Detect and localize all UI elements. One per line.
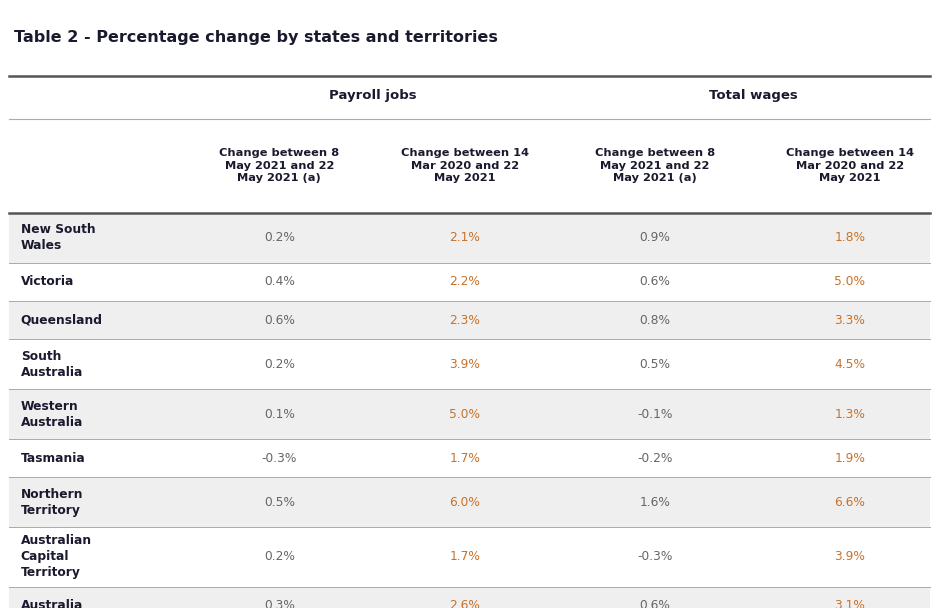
Text: 0.3%: 0.3%: [264, 599, 295, 608]
Text: 0.9%: 0.9%: [639, 231, 670, 244]
Text: 4.5%: 4.5%: [834, 358, 866, 371]
Bar: [9, 439, 930, 477]
Text: Total wages: Total wages: [709, 89, 798, 102]
Text: 3.9%: 3.9%: [450, 358, 480, 371]
Text: Australia: Australia: [21, 599, 83, 608]
Bar: [9, 339, 930, 389]
Text: 0.6%: 0.6%: [639, 275, 670, 288]
Text: Payroll jobs: Payroll jobs: [330, 89, 417, 102]
Text: 2.6%: 2.6%: [450, 599, 480, 608]
Text: 5.0%: 5.0%: [449, 407, 481, 421]
Text: 3.1%: 3.1%: [835, 599, 865, 608]
Text: Australian
Capital
Territory: Australian Capital Territory: [21, 534, 92, 579]
Bar: [9, 301, 930, 339]
Text: 2.1%: 2.1%: [450, 231, 480, 244]
Text: 1.8%: 1.8%: [834, 231, 866, 244]
Text: 1.6%: 1.6%: [639, 496, 670, 509]
Text: Victoria: Victoria: [21, 275, 74, 288]
Bar: [9, 527, 930, 587]
Text: 0.2%: 0.2%: [264, 231, 295, 244]
Text: 1.7%: 1.7%: [450, 452, 480, 465]
Text: 2.2%: 2.2%: [450, 275, 480, 288]
Text: Change between 14
Mar 2020 and 22
May 2021: Change between 14 Mar 2020 and 22 May 20…: [401, 148, 529, 184]
Text: 0.5%: 0.5%: [639, 358, 670, 371]
Text: 1.7%: 1.7%: [450, 550, 480, 564]
Bar: [9, 389, 930, 439]
Text: 0.2%: 0.2%: [264, 358, 295, 371]
Bar: [9, 587, 930, 608]
Text: 0.4%: 0.4%: [264, 275, 295, 288]
Text: Western
Australia: Western Australia: [21, 399, 83, 429]
Text: -0.3%: -0.3%: [262, 452, 297, 465]
Text: 6.6%: 6.6%: [835, 496, 865, 509]
Text: 0.8%: 0.8%: [639, 314, 670, 326]
Bar: [9, 119, 930, 213]
Text: 2.3%: 2.3%: [450, 314, 480, 326]
Text: New South
Wales: New South Wales: [21, 223, 95, 252]
Text: 1.9%: 1.9%: [835, 452, 865, 465]
Text: -0.1%: -0.1%: [638, 407, 672, 421]
Bar: [9, 477, 930, 527]
Text: Table 2 - Percentage change by states and territories: Table 2 - Percentage change by states an…: [14, 30, 498, 45]
Text: 5.0%: 5.0%: [834, 275, 866, 288]
Bar: [9, 9, 930, 76]
Text: 0.5%: 0.5%: [264, 496, 295, 509]
Text: 0.6%: 0.6%: [639, 599, 670, 608]
Text: 0.2%: 0.2%: [264, 550, 295, 564]
Text: Change between 8
May 2021 and 22
May 2021 (a): Change between 8 May 2021 and 22 May 202…: [220, 148, 339, 184]
Text: 3.9%: 3.9%: [835, 550, 865, 564]
Bar: [9, 263, 930, 301]
Text: Change between 8
May 2021 and 22
May 2021 (a): Change between 8 May 2021 and 22 May 202…: [595, 148, 715, 184]
Text: Change between 14
Mar 2020 and 22
May 2021: Change between 14 Mar 2020 and 22 May 20…: [786, 148, 914, 184]
Text: Northern
Territory: Northern Territory: [21, 488, 84, 517]
Text: -0.3%: -0.3%: [638, 550, 672, 564]
Text: Tasmania: Tasmania: [21, 452, 85, 465]
Text: South
Australia: South Australia: [21, 350, 83, 379]
Text: 6.0%: 6.0%: [450, 496, 480, 509]
Text: -0.2%: -0.2%: [638, 452, 672, 465]
Text: Queensland: Queensland: [21, 314, 102, 326]
Text: 1.3%: 1.3%: [835, 407, 865, 421]
Bar: [9, 213, 930, 263]
Text: 0.6%: 0.6%: [264, 314, 295, 326]
Text: 3.3%: 3.3%: [835, 314, 865, 326]
Text: 0.1%: 0.1%: [264, 407, 295, 421]
Bar: [9, 76, 930, 119]
